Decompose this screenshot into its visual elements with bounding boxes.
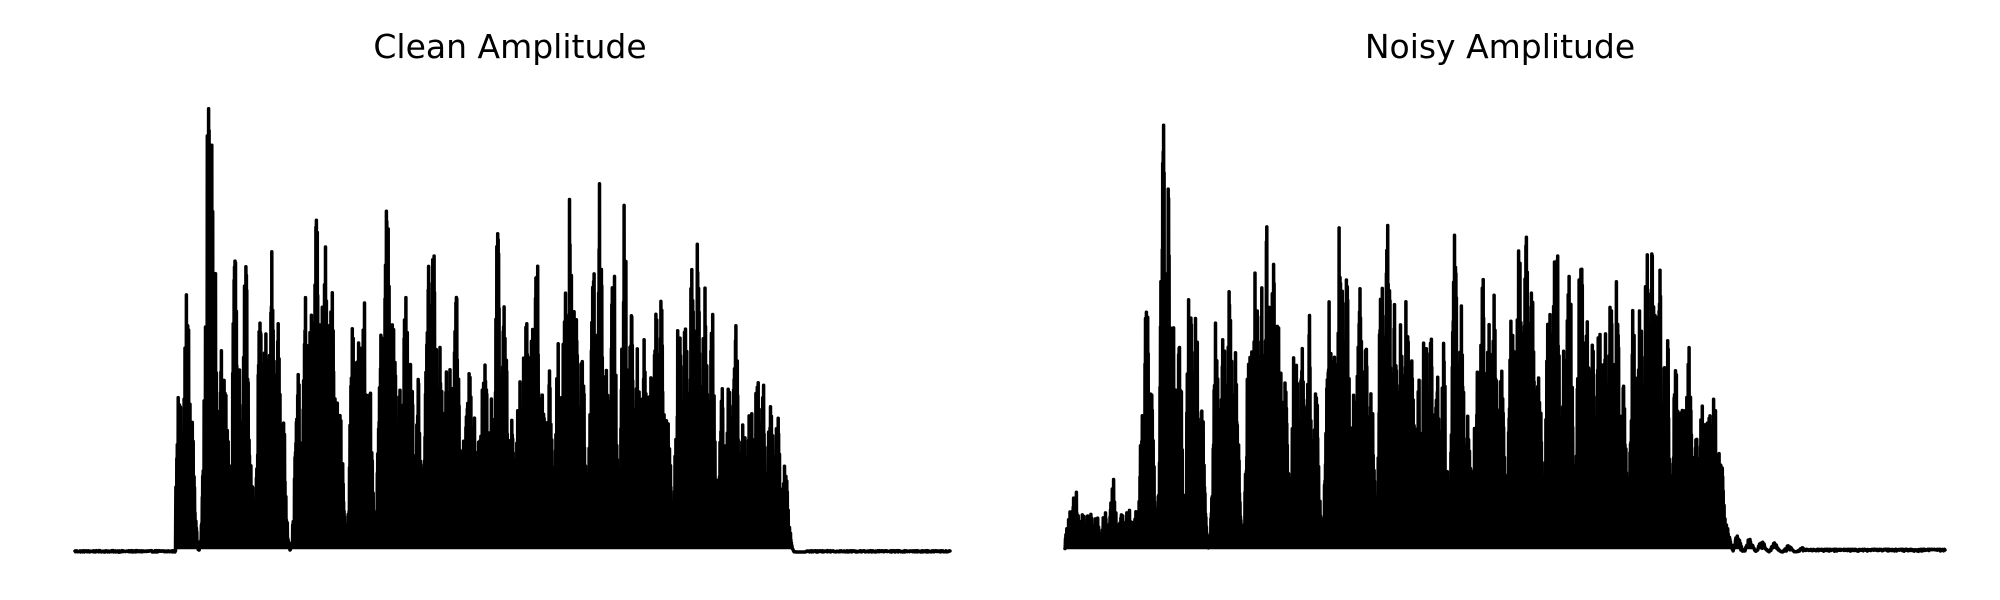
noisy-amplitude-title: Noisy Amplitude [1365, 27, 1635, 66]
noisy-amplitude-line [1063, 123, 1947, 554]
clean-amplitude-title: Clean Amplitude [373, 27, 646, 66]
noisy-amplitude-panel: Noisy Amplitude [1063, 27, 1947, 554]
clean-amplitude-line [73, 106, 952, 554]
clean-amplitude-panel: Clean Amplitude [73, 27, 952, 554]
